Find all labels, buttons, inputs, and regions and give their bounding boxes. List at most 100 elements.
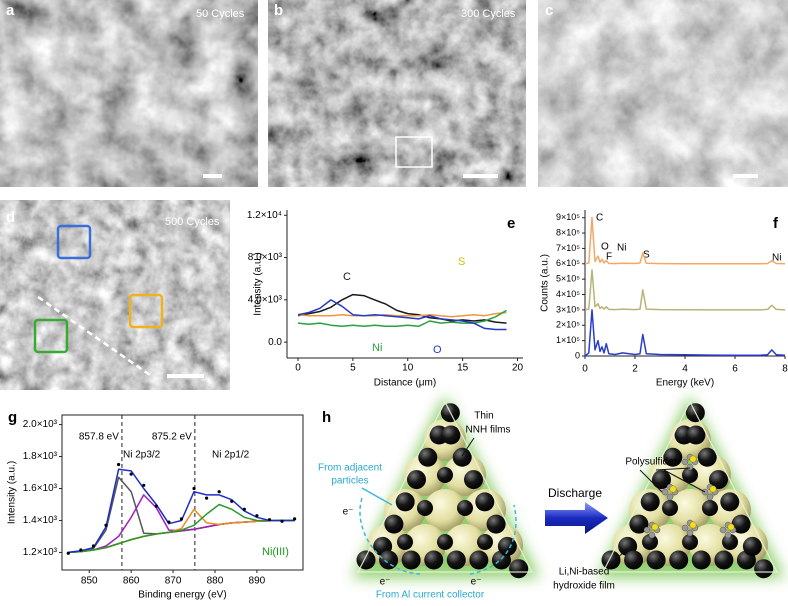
carbon-particle [384, 514, 404, 534]
chart: 1.2×10³ 1.4×10³ 1.6×10³ 1.8×10³ 2.0×10³ 850 86… [7, 409, 304, 601]
carbon-particle [379, 550, 399, 570]
y-tick-label: 7×10⁵ [556, 243, 580, 253]
polysulfide-atom [724, 531, 732, 539]
series-line [297, 293, 507, 324]
x-tick-label: 890 [249, 576, 266, 587]
carbon-particle [731, 514, 751, 534]
x-tick-label: 4 [682, 364, 688, 375]
panel-label: f [773, 215, 779, 232]
y-tick-label: 0.0 [268, 337, 282, 348]
carbon-particle [663, 447, 683, 467]
sem-image [0, 200, 230, 390]
caption: 500 Cycles [165, 216, 220, 228]
peak-label: F [606, 252, 612, 263]
carbon-particle [682, 534, 698, 550]
polysulfide-atom [651, 523, 659, 531]
polysulfide-atom [648, 531, 656, 539]
marker-label: 875.2 eV [152, 432, 192, 443]
data-point [91, 544, 96, 548]
label: hydroxide film [553, 581, 615, 592]
scan-line [37, 295, 151, 377]
y-tick-label: 6×10⁵ [556, 258, 580, 268]
sem-panel-c: c [538, 0, 788, 187]
peak-label: S [643, 250, 650, 261]
x-tick-label: 880 [207, 576, 224, 587]
polysulfide-atom [666, 493, 674, 501]
carbon-particle [356, 550, 376, 570]
marker-label: 857.8 eV [79, 432, 119, 443]
active-particle [669, 489, 711, 531]
thin-film [357, 400, 533, 573]
caption: 300 Cycles [461, 8, 516, 20]
data-point [104, 523, 108, 527]
region-box [56, 224, 92, 260]
data-point [179, 517, 184, 521]
data-point [116, 462, 121, 467]
label: Thin [474, 411, 493, 422]
y-tick-label: 3×10⁵ [556, 304, 580, 314]
polysulfide-atom [686, 529, 694, 537]
data-point [267, 518, 272, 522]
diagram-h: h [322, 395, 785, 579]
panel-label: g [8, 409, 17, 426]
y-tick-label: 1×10⁵ [556, 335, 580, 345]
carbon-particle [446, 550, 466, 570]
carbon-particle [418, 447, 438, 467]
series-line [68, 503, 295, 554]
carbon-particle [486, 514, 506, 534]
data-point [129, 472, 133, 476]
panel-label: b [274, 2, 283, 19]
diagram-annotations: Thin NNH films From adjacent particles e… [318, 411, 706, 601]
panel-label: c [545, 2, 553, 19]
sem-image [0, 0, 258, 187]
carbon-particle [469, 550, 489, 570]
data-point [280, 519, 284, 523]
zoom-box [395, 136, 433, 168]
y-tick-label: 1.8×10³ [23, 451, 58, 462]
panel-label: a [6, 2, 15, 19]
plot-frame [61, 414, 304, 571]
data-point [154, 504, 158, 508]
polysulfide-atom [727, 523, 735, 531]
carbon-particle [509, 559, 529, 579]
x-tick-label: 850 [81, 576, 98, 587]
data-point [192, 486, 196, 491]
carbon-particle [646, 550, 666, 570]
y-tick-label: 8.0×10³ [248, 252, 283, 263]
electron-path [359, 497, 517, 575]
sem-panel-a: a 50 Cycles [0, 0, 258, 187]
data-point [230, 499, 234, 503]
polysulfide-atom [689, 455, 697, 463]
y-tick-label: 4×10⁵ [556, 289, 580, 299]
carbon-particle [662, 500, 678, 516]
peak-label: Ni 2p3/2 [123, 450, 161, 461]
series-label: O [433, 344, 442, 356]
x-tick-label: 860 [123, 576, 140, 587]
x-tick-label: 15 [457, 363, 469, 374]
data-point [167, 520, 171, 524]
region-box [128, 293, 164, 329]
chart: 0.0 4.0×10³ 8.0×10³ 1.2×10⁴ 0 5 10 15 20 Distance… [247, 210, 524, 389]
carbon-particle [406, 470, 426, 490]
carbon-particle [437, 467, 453, 483]
y-tick-label: 1.4×10³ [23, 515, 58, 526]
particle-cluster [601, 400, 778, 579]
x-tick-label: 0 [582, 364, 588, 375]
series-line [584, 216, 786, 265]
data-point [293, 517, 297, 521]
y-axis-title: Intensity (a.u.) [7, 461, 18, 524]
y-tick-label: 0 [575, 350, 580, 360]
polysulfide-atom [706, 493, 714, 501]
series-line [68, 476, 295, 554]
y-tick-label: 2×10⁵ [556, 320, 580, 330]
region-box [33, 318, 69, 354]
carbon-particle [722, 534, 738, 550]
x-tick-label: 6 [732, 364, 738, 375]
carbon-particle [714, 550, 734, 570]
caption: 50 Cycles [196, 8, 245, 20]
x-tick-label: 870 [165, 576, 182, 587]
label: NNH films [466, 425, 511, 436]
polysulfide-atom [681, 458, 689, 466]
series-label: S [458, 256, 465, 268]
